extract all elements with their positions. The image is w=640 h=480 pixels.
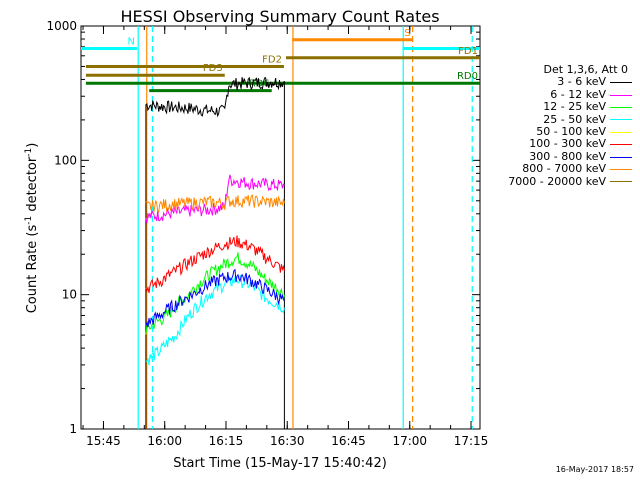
- y-tick-label: 10: [62, 288, 77, 302]
- x-tick-label: 16:00: [147, 434, 182, 448]
- legend-title: Det 1,3,6, Att 0: [543, 63, 628, 76]
- series-25-50-kev: [145, 274, 285, 366]
- legend-label: 12 - 25 keV: [543, 100, 606, 114]
- legend-label: 7000 - 20000 keV: [508, 174, 606, 188]
- flag-label: RD0: [457, 71, 478, 82]
- legend-swatch: [610, 144, 632, 146]
- legend: Det 1,3,6, Att 0 3 - 6 keV 6 - 12 keV 12 -…: [500, 63, 632, 188]
- legend-label: 3 - 6 keV: [557, 75, 606, 89]
- legend-swatch: [610, 82, 632, 84]
- legend-entry: 12 - 25 keV: [500, 100, 632, 114]
- vertical-markers: [137, 26, 473, 429]
- plot-frame: [80, 25, 481, 430]
- legend-label: 100 - 300 keV: [529, 137, 606, 151]
- legend-label: 25 - 50 keV: [543, 112, 606, 126]
- chart-title: HESSI Observing Summary Count Rates: [120, 7, 439, 26]
- legend-entry: 3 - 6 keV: [500, 75, 632, 89]
- x-tick-label: 16:15: [209, 434, 244, 448]
- series-6-12-kev: [145, 174, 285, 224]
- series-800-7000-kev: [145, 194, 285, 214]
- legend-swatch: [610, 131, 632, 133]
- series-12-25-kev: [145, 252, 285, 335]
- x-tick-label: 16:45: [331, 434, 366, 448]
- legend-label: 800 - 7000 keV: [522, 162, 606, 176]
- y-tick-label: 100: [54, 153, 77, 167]
- flag-label: FD2: [262, 54, 282, 65]
- legend-entry: 800 - 7000 keV: [500, 162, 632, 176]
- x-tick-label: 17:00: [392, 434, 427, 448]
- x-tick-label: 16:30: [270, 434, 305, 448]
- axes-layer: 15:45 16:00 16:15 16:30 16:45 17:00 17:15 1 10 10…: [46, 19, 488, 448]
- legend-label: 50 - 100 keV: [536, 125, 606, 139]
- legend-entry: 25 - 50 keV: [500, 112, 632, 126]
- x-tick-label: 15:45: [86, 434, 121, 448]
- legend-swatch: [610, 168, 632, 170]
- series-lines: [145, 76, 285, 429]
- legend-swatch: [610, 156, 632, 158]
- legend-entry: 6 - 12 keV: [500, 87, 632, 101]
- legend-label: 6 - 12 keV: [550, 87, 606, 101]
- legend-entry: 7000 - 20000 keV: [500, 174, 632, 188]
- y-axis-label: Count Rate (s-1 detector-1): [24, 143, 40, 314]
- series-300-800-kev: [145, 268, 285, 328]
- flag-label: N: [127, 36, 134, 47]
- flag-label: FD1: [458, 46, 478, 57]
- legend-entry: 50 - 100 keV: [500, 125, 632, 139]
- flag-label: FD3: [203, 63, 223, 74]
- x-axis-label: Start Time (15-May-17 15:40:42): [173, 456, 387, 471]
- series-100-300-kev: [145, 235, 285, 294]
- y-tick-label: 1: [69, 422, 77, 436]
- y-tick-label: 1000: [46, 19, 77, 33]
- series-3-6-kev: [145, 76, 285, 429]
- timestamp: 16-May-2017 18:57: [555, 465, 634, 474]
- legend-swatch: [610, 181, 632, 183]
- x-tick-label: 17:15: [454, 434, 489, 448]
- legend-entries: 3 - 6 keV 6 - 12 keV 12 - 25 keV 25 - 50 ke…: [500, 75, 632, 188]
- flag-label: S: [404, 28, 410, 39]
- legend-label: 300 - 800 keV: [529, 149, 606, 163]
- legend-swatch: [610, 119, 632, 121]
- legend-swatch: [610, 106, 632, 108]
- legend-swatch: [610, 94, 632, 96]
- legend-entry: 300 - 800 keV: [500, 149, 632, 163]
- legend-entry: 100 - 300 keV: [500, 138, 632, 150]
